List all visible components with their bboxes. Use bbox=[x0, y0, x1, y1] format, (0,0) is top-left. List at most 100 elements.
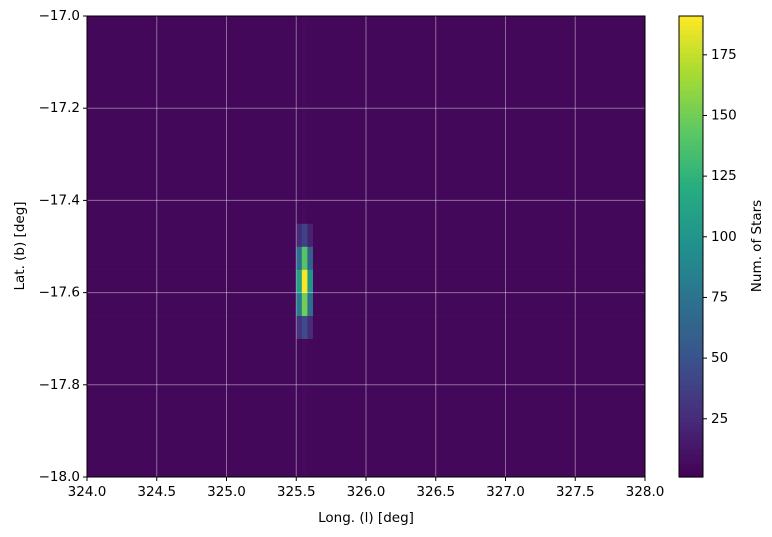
colorbar-segment bbox=[679, 214, 703, 220]
colorbar-segment bbox=[679, 223, 703, 229]
bin bbox=[307, 16, 314, 224]
colorbar-segment bbox=[679, 315, 703, 321]
bin bbox=[87, 246, 297, 270]
y-tick-label: −17.4 bbox=[39, 192, 80, 208]
bin bbox=[87, 292, 297, 316]
colorbar-segment bbox=[679, 122, 703, 128]
colorbar-segment bbox=[679, 384, 703, 391]
colorbar-segment bbox=[679, 352, 703, 358]
y-axis-label: Lat. (b) [deg] bbox=[12, 201, 28, 290]
colorbar-segment bbox=[679, 228, 703, 234]
colorbar-segment bbox=[679, 62, 703, 68]
plot-frame bbox=[86, 15, 646, 478]
bin bbox=[307, 246, 314, 270]
colorbar-tick-label: 25 bbox=[711, 411, 728, 427]
colorbar-segment bbox=[679, 172, 703, 178]
colorbar-frame bbox=[678, 15, 704, 478]
colorbar-segment bbox=[679, 255, 703, 261]
colorbar-tick-label: 125 bbox=[711, 168, 737, 184]
colorbar-segment bbox=[679, 39, 703, 45]
bin bbox=[301, 223, 308, 247]
colorbar-segment bbox=[679, 94, 703, 100]
colorbar-segment bbox=[679, 421, 703, 427]
colorbar-segment bbox=[679, 237, 703, 243]
colorbar-segment bbox=[679, 57, 703, 63]
colorbar-segment bbox=[679, 463, 703, 469]
colorbar-segment bbox=[679, 29, 703, 36]
colorbar-segment bbox=[679, 200, 703, 206]
colorbar-segment bbox=[679, 177, 703, 183]
colorbar-segment bbox=[679, 274, 703, 280]
colorbar-segment bbox=[679, 472, 703, 478]
colorbar-segment bbox=[679, 205, 703, 211]
colorbar-segment bbox=[679, 75, 703, 82]
bin bbox=[307, 315, 314, 339]
colorbar-segment bbox=[679, 145, 703, 151]
bin bbox=[312, 16, 646, 224]
x-tick-label: 327.0 bbox=[486, 484, 525, 500]
bin bbox=[301, 315, 308, 339]
bin bbox=[307, 338, 314, 478]
bin bbox=[296, 223, 303, 247]
colorbar-segment bbox=[679, 103, 703, 109]
colorbar-segment bbox=[679, 366, 703, 372]
colorbar-segment bbox=[679, 283, 703, 289]
colorbar-segment bbox=[679, 71, 703, 77]
colorbar-segment bbox=[679, 324, 703, 331]
colorbar-segment bbox=[679, 347, 703, 354]
bin bbox=[301, 16, 308, 224]
colorbar-tick-label: 175 bbox=[711, 47, 737, 63]
colorbar-segment bbox=[679, 311, 703, 317]
colorbar-segment bbox=[679, 251, 703, 257]
colorbar-segment bbox=[679, 278, 703, 284]
x-tick-label: 324.5 bbox=[137, 484, 176, 500]
colorbar-segment bbox=[679, 370, 703, 377]
colorbar-segment bbox=[679, 218, 703, 225]
colorbar-segment bbox=[679, 260, 703, 266]
colorbar-segment bbox=[679, 158, 703, 165]
colorbar-segment bbox=[679, 380, 703, 386]
colorbar-segment bbox=[679, 357, 703, 363]
colorbar-segment bbox=[679, 186, 703, 192]
colorbar-segment bbox=[679, 131, 703, 137]
colorbar-segment bbox=[679, 43, 703, 49]
colorbar-tick-label: 100 bbox=[711, 229, 737, 245]
colorbar-segment bbox=[679, 467, 703, 473]
colorbar-segment bbox=[679, 398, 703, 404]
colorbar-segment bbox=[679, 117, 703, 123]
colorbar-segment bbox=[679, 25, 703, 31]
x-tick-label: 325.5 bbox=[277, 484, 316, 500]
colorbar-segment bbox=[679, 412, 703, 418]
colorbar-segment bbox=[679, 34, 703, 40]
colorbar-segment bbox=[679, 140, 703, 146]
colorbar-segment bbox=[679, 209, 703, 215]
bin bbox=[301, 338, 308, 478]
y-tick-label: −17.8 bbox=[39, 377, 80, 393]
colorbar-segment bbox=[679, 195, 703, 201]
colorbar-segment bbox=[679, 20, 703, 26]
colorbar-segment bbox=[679, 361, 703, 367]
colorbar-segment bbox=[679, 329, 703, 335]
colorbar-segment bbox=[679, 407, 703, 414]
colorbar-segment bbox=[679, 149, 703, 155]
colorbar-segment bbox=[679, 458, 703, 464]
bin bbox=[312, 338, 646, 478]
colorbar-segment bbox=[679, 85, 703, 91]
y-tick-label: −17.2 bbox=[39, 100, 80, 116]
colorbar-tick-label: 50 bbox=[711, 350, 728, 366]
colorbar-segment bbox=[679, 430, 703, 437]
colorbar-label: Num. of Stars bbox=[749, 200, 765, 292]
colorbar-segment bbox=[679, 292, 703, 298]
colorbar-segment bbox=[679, 191, 703, 197]
bin bbox=[296, 16, 303, 224]
colorbar-segment bbox=[679, 108, 703, 114]
colorbar-segment bbox=[679, 163, 703, 169]
colorbar-segment bbox=[679, 306, 703, 312]
colorbar-segment bbox=[679, 338, 703, 344]
colorbar-segment bbox=[679, 52, 703, 59]
colorbar-segment bbox=[679, 449, 703, 455]
bin bbox=[296, 315, 303, 339]
colorbar-segment bbox=[679, 297, 703, 303]
colorbar-segment bbox=[679, 301, 703, 308]
y-tick-label: −17.0 bbox=[39, 8, 80, 24]
